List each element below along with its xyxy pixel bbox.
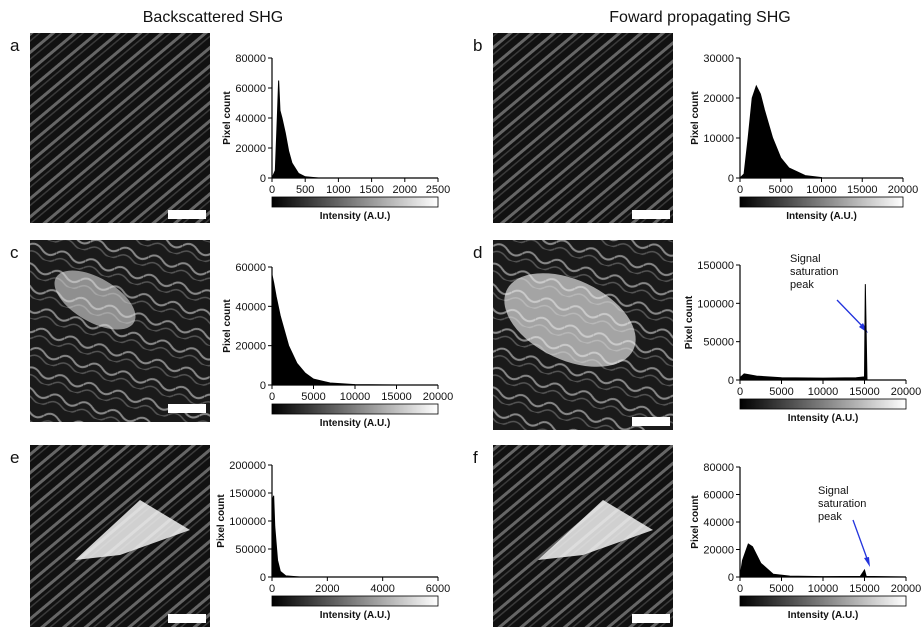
x-tick-label: 10000 [808, 583, 839, 595]
panel-label: e [10, 448, 19, 467]
colorbar [739, 595, 907, 607]
x-tick-label: 20000 [888, 184, 919, 196]
y-tick-label: 0 [260, 572, 266, 584]
y-tick-label: 40000 [703, 517, 734, 529]
y-tick-label: 80000 [235, 53, 266, 65]
y-tick-label: 50000 [235, 544, 266, 556]
y-tick-label: 100000 [229, 516, 266, 528]
histogram-area [739, 543, 907, 578]
histogram-area [271, 495, 300, 578]
x-axis-label: Intensity (A.U.) [786, 211, 857, 222]
x-tick-label: 5000 [769, 386, 793, 398]
x-tick-label: 500 [296, 184, 314, 196]
x-tick-label: 10000 [806, 184, 837, 196]
y-tick-label: 10000 [703, 133, 734, 145]
colorbar [271, 403, 439, 415]
annotation: saturation [790, 266, 838, 278]
histogram-area [739, 284, 868, 381]
annotation: saturation [818, 498, 866, 510]
x-tick-label: 0 [737, 583, 743, 595]
y-axis-label: Pixel count [222, 91, 233, 145]
y-tick-label: 60000 [235, 262, 266, 274]
x-tick-label: 10000 [340, 391, 371, 403]
x-tick-label: 0 [269, 583, 275, 595]
y-tick-label: 0 [260, 173, 266, 185]
y-tick-label: 30000 [703, 53, 734, 65]
y-axis-label: Pixel count [222, 299, 233, 353]
x-tick-label: 15000 [847, 184, 878, 196]
x-tick-label: 10000 [808, 386, 839, 398]
panel-label: d [473, 243, 482, 262]
annotation: Signal [790, 253, 821, 265]
annotation: peak [818, 511, 842, 523]
x-tick-label: 20000 [423, 391, 454, 403]
x-axis-label: Intensity (A.U.) [320, 610, 391, 621]
y-tick-label: 150000 [229, 488, 266, 500]
colorbar [271, 196, 439, 208]
panel-label: a [10, 36, 20, 55]
x-tick-label: 6000 [426, 583, 450, 595]
x-tick-label: 20000 [891, 386, 922, 398]
x-tick-label: 0 [269, 184, 275, 196]
histogram-area [738, 84, 822, 179]
x-tick-label: 0 [737, 386, 743, 398]
y-tick-label: 60000 [235, 83, 266, 95]
histogram-area [271, 80, 319, 179]
x-tick-label: 5000 [769, 184, 793, 196]
x-axis-label: Intensity (A.U.) [788, 413, 859, 424]
y-tick-label: 40000 [235, 301, 266, 313]
y-tick-label: 50000 [703, 337, 734, 349]
y-tick-label: 200000 [229, 460, 266, 472]
y-tick-label: 80000 [703, 462, 734, 474]
x-axis-label: Intensity (A.U.) [320, 418, 391, 429]
y-tick-label: 0 [728, 173, 734, 185]
panel-label: f [473, 448, 478, 467]
y-tick-label: 40000 [235, 113, 266, 125]
y-tick-label: 60000 [703, 490, 734, 502]
colorbar [739, 398, 907, 410]
annotation-arrow [852, 519, 870, 565]
annotation: Signal [818, 485, 849, 497]
y-tick-label: 100000 [697, 298, 734, 310]
x-tick-label: 15000 [849, 386, 880, 398]
y-tick-label: 20000 [235, 341, 266, 353]
y-tick-label: 0 [260, 380, 266, 392]
x-tick-label: 20000 [891, 583, 922, 595]
x-axis-label: Intensity (A.U.) [320, 211, 391, 222]
y-tick-label: 150000 [697, 260, 734, 272]
x-tick-label: 2500 [426, 184, 450, 196]
x-tick-label: 15000 [381, 391, 412, 403]
y-tick-label: 0 [728, 375, 734, 387]
x-axis-label: Intensity (A.U.) [788, 610, 859, 621]
y-tick-label: 20000 [703, 545, 734, 557]
y-axis-label: Pixel count [690, 91, 701, 145]
panel-label: b [473, 36, 482, 55]
x-tick-label: 2000 [393, 184, 417, 196]
x-tick-label: 5000 [769, 583, 793, 595]
colorbar [739, 196, 904, 208]
x-tick-label: 2000 [315, 583, 339, 595]
micrograph [30, 33, 673, 627]
panel-label: c [10, 243, 19, 262]
y-tick-label: 0 [728, 572, 734, 584]
x-tick-label: 0 [737, 184, 743, 196]
histogram-area [271, 274, 397, 386]
x-tick-label: 5000 [301, 391, 325, 403]
x-tick-label: 0 [269, 391, 275, 403]
y-tick-label: 20000 [703, 93, 734, 105]
y-axis-label: Pixel count [684, 295, 695, 349]
annotation: peak [790, 279, 814, 291]
x-tick-label: 15000 [849, 583, 880, 595]
column-title: Backscattered SHG [143, 9, 284, 26]
x-tick-label: 1500 [359, 184, 383, 196]
column-title: Foward propagating SHG [609, 9, 790, 26]
y-axis-label: Pixel count [216, 494, 227, 548]
arrow-head [864, 557, 870, 567]
y-axis-label: Pixel count [690, 495, 701, 549]
x-tick-label: 4000 [370, 583, 394, 595]
y-tick-label: 20000 [235, 143, 266, 155]
colorbar [271, 595, 439, 607]
x-tick-label: 1000 [326, 184, 350, 196]
